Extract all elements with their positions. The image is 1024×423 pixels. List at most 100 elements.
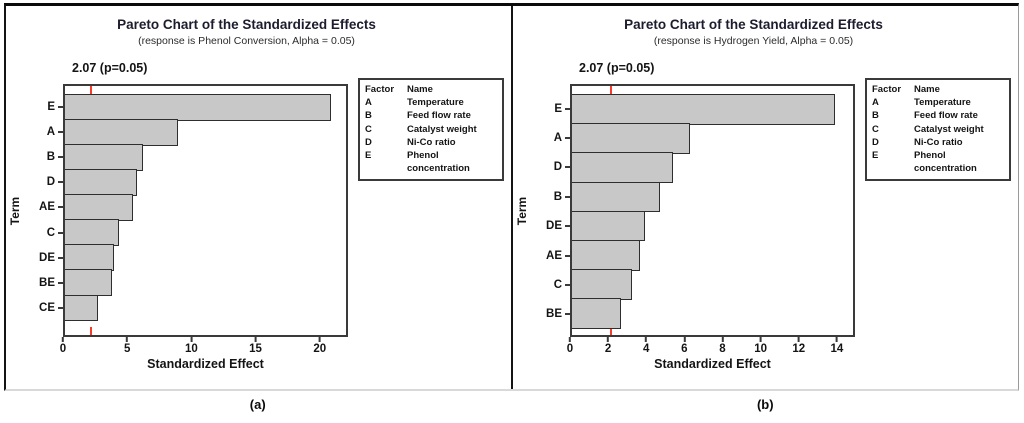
plot-area [63, 84, 348, 337]
y-tick-mark [58, 206, 63, 209]
legend-table: Factor Name A Temperature B Feed flow rate C… [365, 83, 497, 175]
legend-name: Feed flow rate [407, 110, 471, 122]
bar [572, 239, 640, 271]
bar [65, 94, 331, 121]
bar [572, 123, 691, 154]
y-tick-mark [565, 166, 570, 169]
y-tick-mark [58, 130, 63, 133]
y-tick-label: AE [11, 195, 63, 220]
legend-header-factor: Factor [365, 84, 395, 95]
bar [65, 194, 134, 221]
legend-name: Phenol concentration [914, 150, 977, 175]
bar-row [572, 181, 853, 213]
bars [572, 86, 853, 335]
bar-row [65, 294, 346, 322]
bar-row [572, 94, 853, 125]
legend-factor: C [365, 123, 372, 135]
x-axis-ticks: 0 5 10 15 20 [60, 337, 348, 359]
x-axis-ticks: 0 2 4 6 8 10 12 14 [567, 337, 855, 359]
y-tick-label: D [518, 153, 570, 182]
legend-header-factor: Factor [872, 84, 902, 95]
x-tick: 8 [719, 337, 726, 355]
legend: Factor Name A Temperature B Feed flow rate C… [865, 78, 1011, 182]
bar-row [65, 269, 346, 296]
y-tick-label: B [518, 182, 570, 211]
bar [572, 152, 674, 184]
y-tick-label: BE [11, 271, 63, 296]
x-tick: 10 [185, 337, 198, 355]
y-tick-mark [58, 256, 63, 259]
y-tick-label: B [11, 144, 63, 169]
chart-title: Pareto Chart of the Standardized Effects [624, 17, 883, 32]
y-tick-mark [58, 282, 63, 285]
bar [65, 119, 178, 146]
legend-header-name: Name [407, 84, 433, 95]
bar-row [65, 244, 346, 271]
bar-row [572, 298, 853, 329]
legend-header-name: Name [914, 84, 940, 95]
y-tick-mark [58, 231, 63, 234]
y-tick-mark [58, 156, 63, 159]
bar-row [65, 219, 346, 246]
caption-b: (b) [756, 397, 774, 412]
y-tick-label: BE [518, 300, 570, 329]
bar [572, 298, 621, 329]
bar [65, 244, 115, 271]
legend-factor: D [365, 136, 372, 148]
y-tick-mark [565, 195, 570, 198]
caption-row: (a) (b) [4, 391, 1019, 421]
bar-row [572, 123, 853, 154]
chart-subtitle: (response is Hydrogen Yield, Alpha = 0.0… [653, 35, 854, 47]
reference-line-tick-top [90, 86, 93, 94]
legend-name: Feed flow rate [914, 110, 978, 122]
y-tick-label: A [11, 119, 63, 144]
x-tick: 0 [567, 337, 573, 355]
bar [572, 269, 633, 300]
legend-name: Catalyst weight [914, 123, 984, 135]
legend-factor: B [365, 110, 372, 122]
x-tick: 2 [605, 337, 611, 355]
plot-area [570, 84, 855, 337]
legend-factor: A [365, 97, 372, 109]
y-tick-mark [58, 105, 63, 108]
bar [65, 169, 138, 196]
chart-title: Pareto Chart of the Standardized Effects [117, 17, 376, 32]
figure-border-frame: Pareto Chart of the Standardized Effects… [4, 3, 1019, 391]
legend-factor: A [872, 97, 879, 109]
bar [65, 269, 112, 296]
bars [65, 86, 346, 335]
x-tick: 15 [249, 337, 262, 355]
y-tick-labels: E A B D AE C DE BE CE [11, 86, 63, 335]
legend-factor: C [872, 123, 879, 135]
legend-name: Phenol concentration [407, 150, 470, 175]
bar [65, 219, 120, 246]
reference-line-tick-top [609, 86, 612, 94]
y-tick-label: CE [11, 296, 63, 321]
pareto-chart-panel-a: Pareto Chart of the Standardized Effects… [6, 6, 511, 389]
bar [65, 144, 144, 171]
x-tick: 5 [124, 337, 130, 355]
reference-line-tick-bottom [90, 327, 93, 335]
legend-name: Temperature [407, 97, 464, 109]
legend: Factor Name A Temperature B Feed flow rate C… [358, 78, 504, 182]
y-tick-mark [565, 254, 570, 257]
y-tick-mark [565, 283, 570, 286]
x-tick: 20 [313, 337, 326, 355]
x-tick: 14 [830, 337, 843, 355]
bar-row [572, 239, 853, 271]
x-tick: 10 [754, 337, 767, 355]
caption-a: (a) [249, 397, 266, 412]
legend-factor: E [872, 150, 879, 162]
y-tick-mark [565, 137, 570, 140]
bar [572, 181, 661, 213]
y-tick-label: C [11, 220, 63, 245]
bar-row [572, 152, 853, 184]
y-tick-labels: E A D B DE AE C BE [518, 86, 570, 335]
reference-line-tick-bottom [609, 327, 612, 335]
y-tick-mark [565, 313, 570, 316]
y-tick-label: D [11, 170, 63, 195]
bar-row [65, 94, 346, 121]
y-tick-label: E [518, 94, 570, 123]
bar-row [65, 144, 346, 171]
